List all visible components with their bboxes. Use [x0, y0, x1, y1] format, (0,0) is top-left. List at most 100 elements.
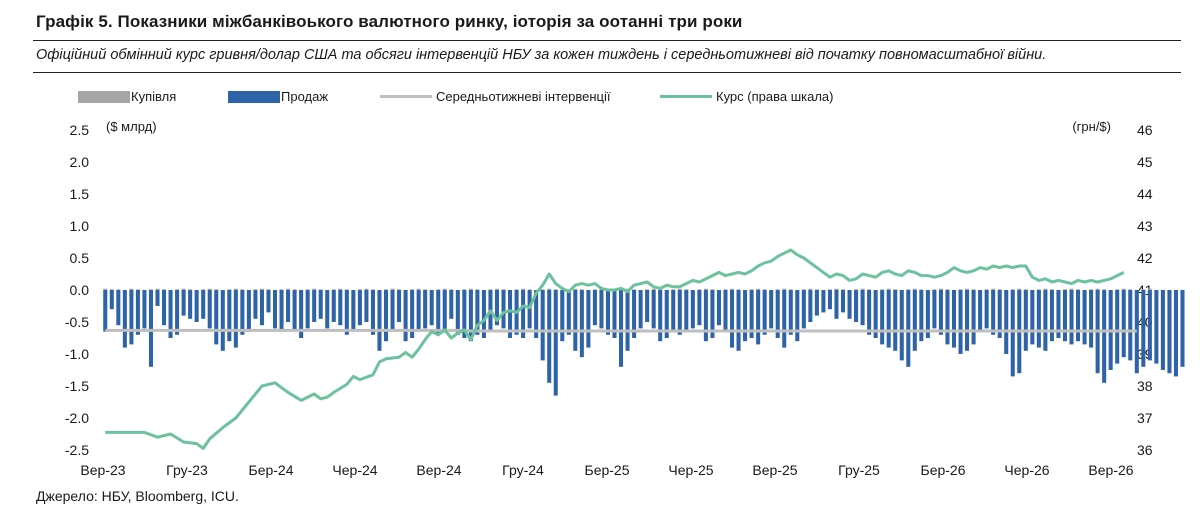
x-tick-label: Гру-25 — [838, 462, 880, 478]
legend-swatch-avg — [380, 95, 432, 98]
sell-bar — [553, 290, 558, 396]
buy-bar — [155, 288, 160, 290]
buy-bar — [1069, 288, 1074, 290]
source-note: Джерело: НБУ, Bloomberg, ICU. — [36, 488, 239, 504]
buy-bar — [462, 289, 467, 290]
sell-bar — [377, 290, 382, 351]
buy-bar — [148, 289, 153, 290]
sell-bar — [201, 290, 206, 319]
buy-bar — [501, 289, 506, 290]
sell-bar — [612, 290, 617, 338]
sell-bar — [951, 290, 957, 348]
buy-bar — [553, 289, 558, 290]
sell-bar — [658, 290, 663, 342]
sell-bar — [429, 290, 434, 326]
buy-bar — [488, 289, 493, 290]
sell-bar — [1134, 290, 1139, 374]
buy-bar — [906, 289, 911, 290]
sell-bar — [364, 290, 369, 322]
right-tick-label: 43 — [1137, 218, 1153, 234]
sell-bar — [690, 290, 695, 329]
buy-bar — [370, 289, 375, 290]
buy-bar — [762, 289, 767, 290]
buy-bar — [1010, 289, 1015, 290]
buy-bar — [135, 289, 140, 290]
buy-bar — [1095, 288, 1100, 290]
x-tick-label: Чер-24 — [332, 462, 377, 478]
sell-bar — [932, 290, 937, 329]
left-tick-label: 1.5 — [70, 186, 90, 202]
buy-bar — [286, 288, 291, 290]
buy-bar — [729, 288, 735, 290]
sell-bar — [188, 290, 193, 319]
left-axis-unit: ($ млрд) — [106, 119, 157, 134]
sell-bar — [1180, 290, 1185, 367]
sell-bar — [279, 290, 284, 332]
buy-bar — [671, 289, 676, 290]
buy-bar — [331, 289, 336, 290]
buy-bar — [162, 289, 167, 290]
sell-bar — [756, 290, 761, 345]
buy-bar — [775, 289, 780, 290]
sell-bar — [508, 290, 513, 338]
buy-bar — [912, 288, 917, 290]
x-tick-label: Гру-24 — [502, 462, 544, 478]
sell-bar — [338, 290, 343, 326]
sell-bar — [566, 290, 571, 335]
sell-bar — [475, 290, 480, 335]
title-divider — [33, 40, 1181, 41]
buy-bar — [207, 288, 212, 290]
sell-bar — [560, 290, 565, 342]
legend-label-avg: Середньотижневі інтервенції — [436, 89, 611, 104]
chart-subtitle: Офіційний обмінний курс гривня/долар США… — [36, 47, 1047, 63]
sell-bar — [867, 290, 872, 335]
buy-bar — [109, 289, 114, 290]
buy-bar — [1017, 288, 1022, 290]
sell-bar — [906, 290, 911, 367]
sell-bar — [1069, 290, 1074, 345]
buy-bar — [814, 289, 819, 290]
buy-bar — [253, 289, 258, 290]
sell-bar — [716, 290, 721, 326]
sell-bar — [272, 290, 278, 329]
sell-bar — [305, 290, 310, 329]
buy-bar — [527, 289, 532, 290]
buy-bar — [292, 289, 297, 290]
buy-bar — [423, 289, 428, 290]
sell-bar — [1173, 290, 1178, 377]
buy-bar — [736, 289, 741, 290]
sell-bar — [1082, 290, 1087, 345]
sell-bar — [1167, 290, 1172, 374]
buy-bar — [867, 289, 872, 290]
sell-bar — [194, 290, 199, 322]
sell-bar — [1056, 290, 1061, 338]
sell-bar — [782, 290, 787, 348]
buy-bar — [129, 288, 134, 290]
left-tick-label: -1.5 — [65, 378, 89, 394]
sell-bar — [135, 290, 140, 335]
sell-bar — [1115, 290, 1120, 364]
sell-bar — [494, 290, 500, 326]
buy-bar — [1121, 288, 1126, 290]
sell-bar — [684, 290, 689, 332]
buy-bar — [449, 289, 454, 290]
sell-bar — [873, 290, 878, 338]
buy-bar — [279, 289, 284, 290]
buy-bar — [677, 288, 682, 290]
sell-bar — [991, 290, 996, 335]
sell-bar — [1062, 290, 1067, 342]
sell-bar — [945, 290, 950, 345]
sell-bar — [109, 290, 114, 310]
right-tick-label: 38 — [1137, 378, 1153, 394]
sell-bar — [723, 290, 728, 332]
sell-bar — [978, 290, 983, 332]
sell-bar — [619, 290, 624, 367]
legend-swatch-rate — [660, 95, 712, 98]
buy-bar — [436, 289, 441, 290]
sell-bar — [253, 290, 258, 319]
buy-bar — [958, 289, 963, 290]
sell-bar — [664, 290, 669, 338]
buy-bar — [1115, 289, 1120, 290]
legend-label-rate: Курс (права шкала) — [716, 89, 834, 104]
sell-bar — [651, 290, 656, 329]
